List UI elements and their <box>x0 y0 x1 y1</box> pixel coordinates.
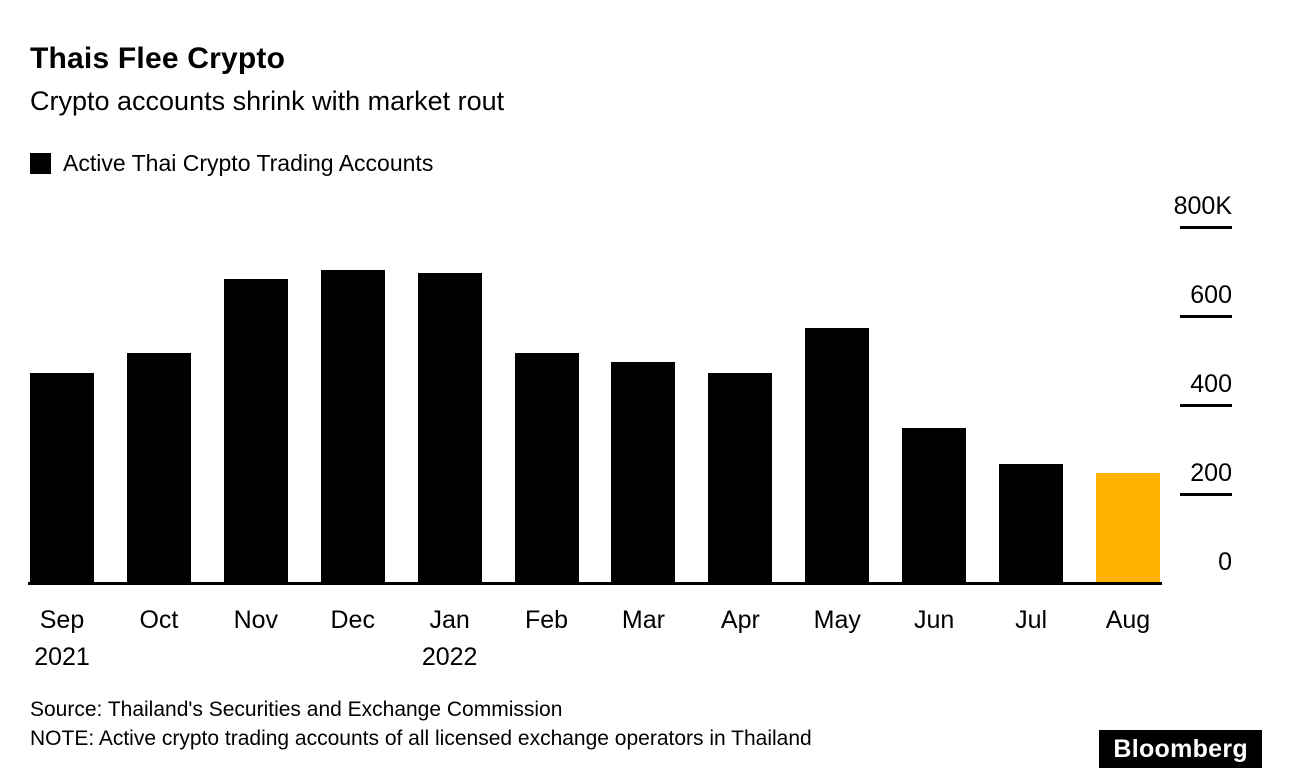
chart-subtitle: Crypto accounts shrink with market rout <box>30 86 505 116</box>
bar-dec <box>320 270 385 582</box>
bar-apr <box>708 373 773 582</box>
x-label-feb: Feb <box>524 606 569 634</box>
chart-title: Thais Flee Crypto <box>30 42 286 75</box>
bar-may <box>805 328 870 582</box>
bar-mar <box>611 362 676 582</box>
bars-container <box>30 226 1160 582</box>
y-tick-400: 400 <box>1190 370 1232 398</box>
bar-aug <box>1095 473 1160 582</box>
x-label-jun: Jun <box>914 606 955 634</box>
x-label-sep: Sep 2021 <box>34 606 90 671</box>
legend-swatch-icon <box>30 153 51 174</box>
x-label-jul: Jul <box>1015 606 1048 634</box>
y-tick-dash <box>1180 404 1232 407</box>
x-label-aug: Aug <box>1105 606 1151 634</box>
y-tick-dash <box>1180 315 1232 318</box>
x-label-apr: Apr <box>720 606 760 634</box>
legend: Active Thai Crypto Trading Accounts <box>30 150 433 177</box>
bar-sep <box>30 373 94 582</box>
x-label-dec: Dec <box>330 606 375 634</box>
x-label-oct: Oct <box>139 606 179 634</box>
legend-label: Active Thai Crypto Trading Accounts <box>63 150 434 176</box>
y-axis: 800K 600 400 200 0 <box>1166 192 1232 606</box>
x-axis-labels: Sep 2021 Oct Nov Dec Jan 2022 Feb Mar Apr May Jun Ju… <box>30 602 1160 676</box>
x-axis-baseline <box>28 582 1162 585</box>
x-label-jan: Jan 2022 <box>421 606 478 671</box>
bar-jul <box>999 464 1064 582</box>
y-tick-600: 600 <box>1190 281 1232 309</box>
y-tick-200: 200 <box>1190 459 1232 487</box>
bar-jan <box>417 273 482 582</box>
y-tick-0: 0 <box>1218 548 1232 576</box>
bar-oct <box>126 353 191 582</box>
bar-nov <box>223 279 288 582</box>
bar-jun <box>902 428 967 582</box>
x-label-mar: Mar <box>621 606 665 634</box>
x-label-nov: Nov <box>233 606 279 634</box>
plot-area <box>28 226 1162 585</box>
x-label-may: May <box>813 606 861 634</box>
y-tick-dash <box>1180 226 1232 229</box>
y-tick-dash <box>1180 493 1232 496</box>
bar-feb <box>514 353 579 582</box>
y-tick-800k: 800K <box>1173 192 1232 220</box>
bloomberg-logo: Bloomberg <box>1099 730 1262 768</box>
note-text: NOTE: Active crypto trading accounts of … <box>30 727 812 750</box>
source-text: Source: Thailand's Securities and Exchan… <box>30 698 563 721</box>
